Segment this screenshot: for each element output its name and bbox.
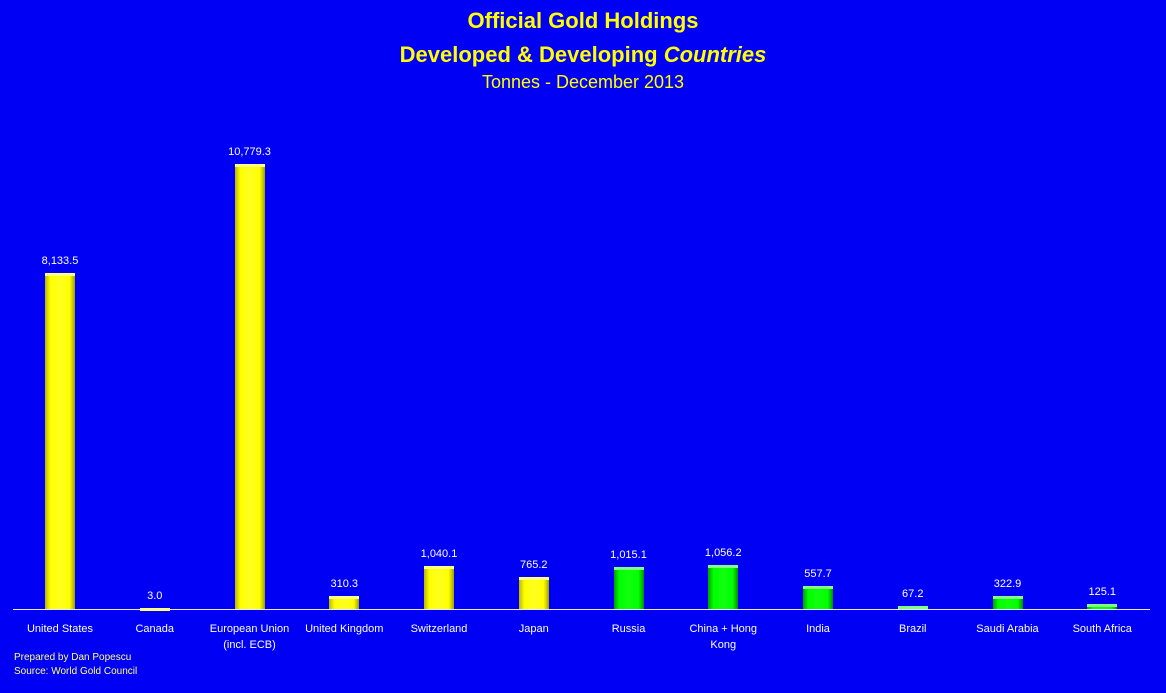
category-label: United States: [26, 623, 94, 635]
bar: [897, 606, 928, 609]
bar: [424, 566, 454, 609]
value-label: 125.1: [1088, 586, 1117, 598]
value-label: 765.2: [519, 559, 548, 571]
category-label: Russia: [611, 623, 646, 635]
chart-unit-line: Tonnes - December 2013: [481, 72, 685, 92]
bar: [708, 565, 739, 609]
value-label: 1,040.1: [420, 548, 458, 560]
category-label: Switzerland: [410, 623, 468, 635]
value-label: 10,779.3: [228, 146, 271, 158]
category-label: South Africa: [1072, 623, 1132, 635]
bar: [139, 608, 170, 611]
subtitle-main: Developed & Developing: [399, 42, 664, 67]
category-label: Brazil: [898, 623, 927, 635]
value-label: 1,056.2: [704, 547, 742, 559]
value-label: 8,133.5: [41, 255, 79, 267]
bar: [1087, 604, 1118, 609]
x-axis-line: [13, 609, 1150, 610]
bar: [613, 567, 644, 609]
subtitle-italic: Countries: [663, 42, 767, 67]
value-label: 322.9: [993, 578, 1022, 590]
chart-subtitle: Developed & Developing Countries: [0, 42, 1166, 68]
bar: [518, 577, 549, 609]
value-label: 557.7: [804, 568, 832, 580]
source-note: Source: World Gold Council: [14, 666, 138, 677]
chart-title: Official Gold Holdings: [467, 8, 699, 33]
category-label: Japan: [518, 623, 549, 635]
bar: [992, 596, 1023, 609]
value-label: 1,015.1: [610, 549, 647, 561]
category-label: China + Hong Kong: [689, 623, 758, 651]
value-label: 67.2: [902, 588, 924, 600]
category-label: Canada: [135, 623, 175, 635]
category-label: Saudi Arabia: [976, 623, 1039, 635]
bar: [234, 164, 265, 609]
category-label: United Kingdom: [305, 623, 384, 635]
bar: [45, 273, 75, 609]
category-label: European Union (incl. ECB): [209, 623, 290, 651]
prepared-by-note: Prepared by Dan Popescu: [14, 652, 132, 663]
bar: [329, 596, 360, 609]
value-label: 310.3: [330, 578, 359, 590]
category-label: India: [806, 623, 830, 635]
bar: [803, 586, 833, 609]
value-label: 3.0: [147, 590, 163, 602]
